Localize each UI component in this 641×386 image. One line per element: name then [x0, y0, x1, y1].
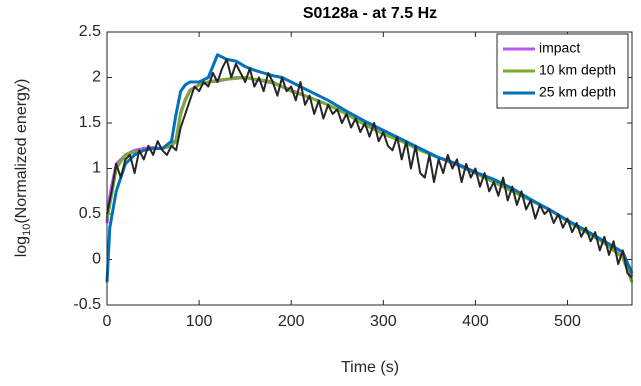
y-tick-label: 1 [92, 160, 101, 177]
y-label-part: (Normalized energy) [13, 79, 30, 224]
data-line [106, 58, 633, 279]
y-tick-label: 0.5 [79, 205, 101, 222]
y-tick-label: 2 [92, 69, 101, 86]
x-tick-label: 500 [554, 313, 581, 330]
legend-label: 10 km depth [539, 62, 616, 78]
y-axis-label: log10(Normalized energy) [13, 79, 33, 258]
legend-label: impact [539, 40, 580, 56]
y-label-part: log [13, 236, 30, 257]
legend-label: 25 km depth [539, 84, 616, 100]
x-axis-label: Time (s) [341, 359, 399, 376]
y-label-sub: 10 [21, 224, 33, 236]
x-tick-label: 100 [186, 313, 213, 330]
y-tick-label: 0 [92, 251, 101, 268]
y-tick-label: 2.5 [79, 23, 101, 40]
chart-title: S0128a - at 7.5 Hz [303, 5, 437, 22]
x-tick-label: 0 [103, 313, 112, 330]
legend: impact 10 km depth 25 km depth [496, 33, 629, 109]
y-tick-label: -0.5 [73, 296, 101, 313]
x-tick-label: 200 [278, 313, 305, 330]
x-tick-label: 400 [462, 313, 489, 330]
plot-frame [106, 31, 633, 306]
y-tick-label: 1.5 [79, 114, 101, 131]
x-tick-label: 300 [370, 313, 397, 330]
